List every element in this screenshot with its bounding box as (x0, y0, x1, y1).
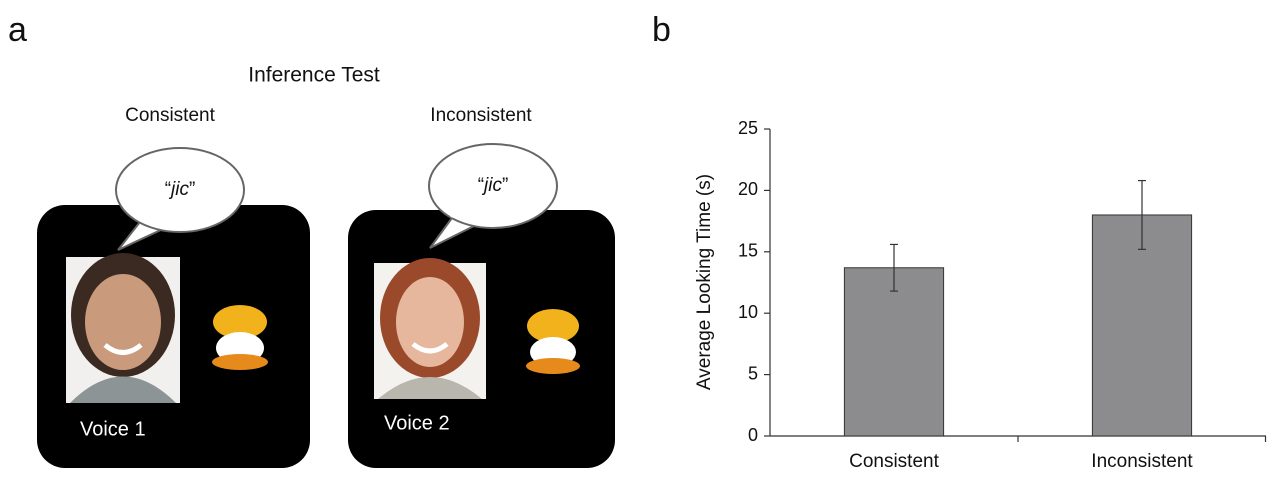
bar (1091, 214, 1193, 437)
speech-text: “jic” (478, 175, 509, 196)
voice-label: Voice 1 (80, 418, 146, 440)
y-tick-label: 20 (738, 179, 758, 199)
y-tick-label: 10 (738, 302, 758, 322)
face-photo (66, 253, 180, 403)
y-tick-label: 15 (738, 241, 758, 261)
speech-bubble (428, 143, 558, 249)
quote: “ (478, 175, 484, 196)
x-tick-label: Consistent (849, 451, 939, 472)
panel-label: b (652, 11, 671, 49)
y-axis-label: Average Looking Time (s) (694, 174, 715, 390)
diagram-title: Inference Test (248, 64, 380, 87)
condition-label: Inconsistent (430, 105, 532, 126)
speech-bubble (115, 147, 245, 251)
y-tick-label: 25 (738, 118, 758, 138)
quote: ” (189, 179, 195, 200)
quote: “ (165, 179, 171, 200)
y-tick-label: 5 (748, 363, 758, 383)
condition-label: Consistent (125, 105, 215, 126)
bar (843, 267, 945, 437)
word: jic (481, 175, 502, 196)
panel-label: a (8, 11, 27, 49)
error-bar (1138, 179, 1146, 250)
face-photo (374, 258, 486, 399)
word: jic (168, 179, 189, 200)
voice-label: Voice 2 (384, 412, 450, 434)
quote: ” (502, 175, 508, 196)
toy (212, 305, 268, 370)
error-bar (890, 243, 898, 292)
x-tick-label: Inconsistent (1091, 451, 1193, 472)
y-tick-label: 0 (748, 425, 758, 445)
speech-text: “jic” (165, 179, 196, 200)
toy (526, 309, 580, 374)
